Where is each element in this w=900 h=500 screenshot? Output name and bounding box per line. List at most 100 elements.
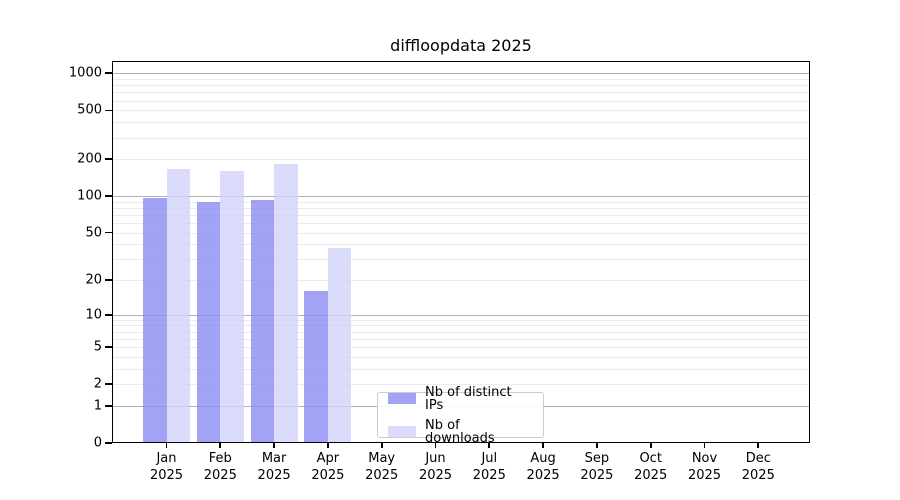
y-gridline-minor [112,78,810,80]
y-tick [105,346,112,348]
bar-distinct-ips-mar [250,199,275,443]
y-gridline-minor [112,319,810,321]
x-tick [596,443,598,448]
x-tick-label: Apr 2025 [311,450,344,484]
x-tick [757,443,760,448]
y-gridline-minor [112,100,810,102]
x-tick [703,443,706,448]
y-gridline-minor [112,92,810,94]
y-tick-label: 200 [77,151,102,167]
y-gridline-minor [112,207,810,209]
y-tick-label: 20 [85,272,102,288]
y-tick-label: 5 [93,339,102,355]
y-gridline-minor [112,85,810,87]
legend-item-distinct-ips: Nb of distinct IPs [388,386,533,412]
chart-title: diffloopdata 2025 [390,36,532,55]
y-gridline-minor [112,280,810,282]
x-tick [380,443,383,448]
x-tick-label: May 2025 [365,450,398,484]
month-label: Mar [261,451,287,466]
month-label: Dec [745,451,771,466]
year-label: 2025 [149,468,184,484]
legend-swatch-downloads [388,426,416,437]
bar-distinct-ips-apr [304,291,328,443]
month-label: Jul [481,451,498,466]
month-label: Aug [530,451,556,466]
x-tick-label: Mar 2025 [258,450,291,484]
year-label: 2025 [741,468,775,484]
y-gridline-minor [112,159,810,161]
x-tick [219,443,222,448]
y-tick [105,442,112,444]
month-label: Jun [425,451,446,466]
legend-swatch-distinct-ips [388,393,416,404]
y-tick-label: 10 [85,307,102,323]
year-label: 2025 [526,468,560,484]
x-tick-label: Nov 2025 [688,450,721,484]
x-tick [273,443,275,448]
y-tick-label: 1 [93,398,102,414]
x-tick-label: Jul 2025 [473,450,506,484]
x-tick-label: Jan 2025 [150,450,183,484]
x-tick-label: Dec 2025 [742,450,775,484]
year-label: 2025 [203,468,237,484]
y-tick-label: 50 [85,225,102,241]
y-gridline-minor [112,259,810,261]
bar-downloads-feb [220,170,244,443]
y-tick [105,231,112,234]
year-label: 2025 [472,468,506,484]
month-label: Jan [156,451,177,466]
x-tick [165,443,168,448]
y-gridline-minor [112,331,810,333]
y-gridline-minor [112,347,810,349]
legend-label-distinct-ips: Nb of distinct IPs [425,384,512,413]
y-tick [105,279,112,281]
year-label: 2025 [365,468,399,484]
y-gridline-minor [112,110,810,112]
y-tick-label: 100 [77,188,102,204]
legend: Nb of distinct IPs Nb of downloads [377,386,544,445]
month-label: Oct [639,451,662,466]
year-label: 2025 [687,468,722,484]
y-gridline-minor [112,214,810,216]
y-gridline-minor [112,384,810,386]
y-gridline-minor [112,368,810,370]
y-gridline-major [112,196,810,197]
y-tick [105,383,112,386]
bar-downloads-jan [166,169,190,443]
legend-label-downloads: Nb of downloads [425,417,495,446]
y-tick-label: 500 [77,102,102,118]
y-gridline-major [112,314,810,316]
year-label: 2025 [418,468,453,484]
y-tick [105,195,112,197]
x-tick [649,443,652,448]
x-tick-label: Aug 2025 [527,450,560,484]
x-tick [327,443,329,448]
y-tick [105,158,112,161]
y-gridline-minor [112,232,810,234]
y-gridline-minor [112,338,810,340]
y-tick [105,405,112,407]
x-tick-label: Sep 2025 [580,450,613,484]
month-label: May [368,451,396,466]
month-label: Apr [316,451,340,466]
y-gridline-minor [112,223,810,224]
bar-distinct-ips-jan [143,198,167,443]
year-label: 2025 [634,468,668,484]
x-tick-label: Feb 2025 [204,450,237,484]
year-label: 2025 [311,468,345,484]
y-tick-label: 0 [93,435,102,451]
y-gridline-major [112,73,810,75]
month-label: Feb [208,451,232,466]
y-tick-label: 1000 [68,65,102,81]
x-tick-label: Oct 2025 [634,450,667,484]
legend-item-downloads: Nb of downloads [388,419,533,445]
y-tick [105,109,112,112]
y-gridline-minor [112,137,810,139]
month-label: Nov [691,451,718,466]
x-tick [542,443,544,448]
y-gridline-minor [112,201,810,203]
bar-distinct-ips-feb [196,201,221,443]
y-tick [105,72,112,75]
